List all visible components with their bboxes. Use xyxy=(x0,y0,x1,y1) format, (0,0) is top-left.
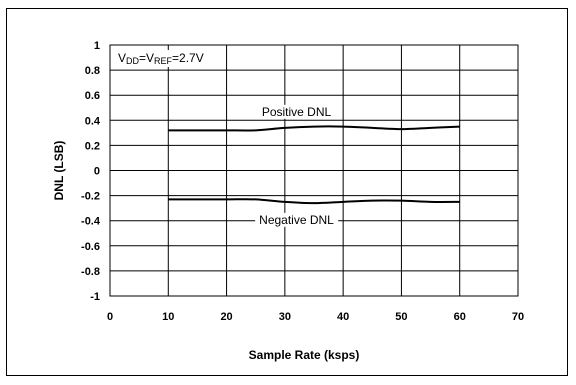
x-tick-label: 60 xyxy=(454,311,466,323)
x-tick-label: 70 xyxy=(512,311,524,323)
y-tick-label: 1 xyxy=(94,40,100,52)
cond-eq: =V xyxy=(139,51,154,65)
y-tick-label: 0 xyxy=(94,166,100,178)
series-line-positive-dnl xyxy=(168,125,460,132)
x-tick-label: 40 xyxy=(337,311,349,323)
series-label-negative-dnl: Negative DNL xyxy=(259,213,334,227)
y-tick-label: -0.4 xyxy=(81,216,101,228)
y-tick-label: -0.8 xyxy=(81,266,100,278)
y-tick-labels: 1 0.8 0.6 0.4 0.2 0 -0.2 -0.4 -0.6 -0.8 -1 xyxy=(81,40,101,303)
y-tick-label: -0.2 xyxy=(81,191,100,203)
x-tick-label: 0 xyxy=(107,311,113,323)
series-line-negative-dnl xyxy=(168,198,460,205)
x-tick-labels: 0 10 20 30 40 50 60 70 xyxy=(107,311,524,323)
series-label-background xyxy=(255,212,339,227)
y-tick-label: -0.6 xyxy=(81,241,100,253)
x-tick-label: 30 xyxy=(279,311,291,323)
cond-vdd-sub: DD xyxy=(126,56,139,66)
x-tick-label: 20 xyxy=(220,311,232,323)
cond-v: V xyxy=(118,51,126,65)
chart-frame xyxy=(6,8,568,376)
y-tick-label: -1 xyxy=(90,291,100,303)
x-tick-label: 10 xyxy=(162,311,174,323)
series-group: Positive DNL Negative DNL xyxy=(168,104,460,227)
plot-area-border xyxy=(109,44,519,297)
y-tick-label: 0.8 xyxy=(85,65,100,77)
grid xyxy=(109,44,519,297)
series-label-background xyxy=(257,104,336,119)
y-tick-label: 0.6 xyxy=(85,90,100,102)
condition-annotation-text: VDD=VREF=2.7V xyxy=(118,51,204,66)
y-axis-title: DNL (LSB) xyxy=(52,141,66,201)
x-tick-label: 50 xyxy=(395,311,407,323)
y-tick-label: 0.2 xyxy=(85,140,100,152)
x-axis-title: Sample Rate (ksps) xyxy=(249,348,360,362)
cond-tail: =2.7V xyxy=(172,51,204,65)
condition-annotation-background xyxy=(115,50,207,67)
cond-vref-sub: REF xyxy=(154,56,173,66)
condition-annotation: VDD=VREF=2.7V xyxy=(115,50,207,67)
series-label-positive-dnl: Positive DNL xyxy=(262,105,332,119)
y-tick-label: 0.4 xyxy=(85,115,101,127)
